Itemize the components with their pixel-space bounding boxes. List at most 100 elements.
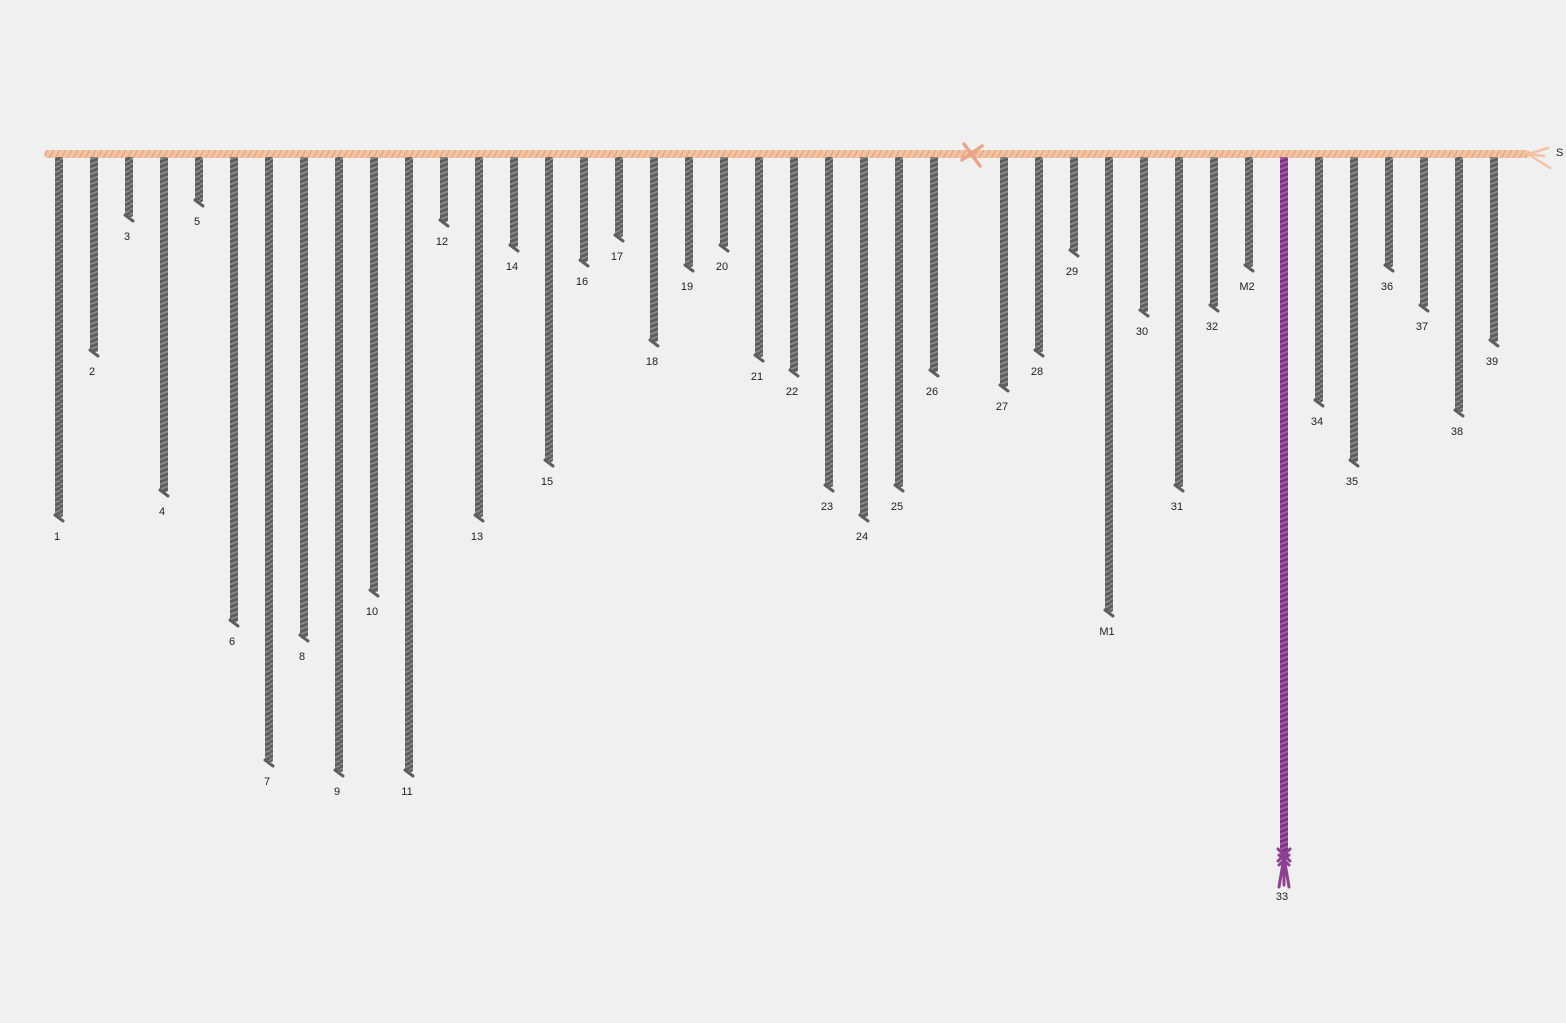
pendant-cord-body (1000, 157, 1008, 387)
pendant-cord-body (1385, 157, 1393, 267)
pendant-cord-24: 24 (856, 157, 870, 543)
pendant-cord-body (895, 157, 903, 487)
pendant-cord-15: 15 (541, 157, 555, 488)
primary-cord: S (44, 142, 1563, 170)
pendant-label: 19 (681, 281, 693, 293)
pendant-cord-5: 5 (193, 157, 205, 228)
cord-end-icon (578, 258, 590, 268)
pendant-cord-body (1140, 157, 1148, 312)
pendant-label: 30 (1136, 326, 1148, 338)
pendant-cord-38: 38 (1451, 157, 1465, 438)
pendant-cord-27: 27 (996, 157, 1010, 413)
pendant-cord-body (1420, 157, 1428, 307)
pendant-cord-body (510, 157, 518, 247)
pendant-label: 8 (299, 651, 305, 663)
cord-end-icon (193, 198, 205, 208)
cord-end-icon (648, 338, 660, 348)
pendant-cord-body (650, 157, 658, 342)
pendant-label: 20 (716, 261, 728, 273)
cord-end-icon (508, 243, 520, 253)
pendant-label: 39 (1486, 356, 1498, 368)
pendant-cord-body (335, 157, 343, 772)
pendant-label: 1 (54, 531, 60, 543)
pendant-label: 15 (541, 476, 553, 488)
pendant-cord-13: 13 (471, 157, 485, 543)
pendant-cord-9: 9 (333, 157, 345, 798)
pendant-cord-body (580, 157, 588, 262)
pendant-cord-body (370, 157, 378, 592)
pendant-cord-body (1315, 157, 1323, 402)
pendant-label: 16 (576, 276, 588, 288)
pendant-label: 12 (436, 236, 448, 248)
pendant-cord-body (930, 157, 938, 372)
knot-cluster-icon (1276, 847, 1292, 889)
pendant-cord-1: 1 (53, 157, 65, 543)
cord-end-icon (88, 348, 100, 358)
pendant-label: 33 (1276, 891, 1288, 903)
pendant-label: 26 (926, 386, 938, 398)
pendant-cord-body (1245, 157, 1253, 267)
pendant-label: 36 (1381, 281, 1393, 293)
pendant-cord-28: 28 (1031, 157, 1045, 378)
cord-end-icon (263, 758, 275, 768)
pendant-label: 14 (506, 261, 518, 273)
pendant-cord-body (1175, 157, 1183, 487)
cord-end-icon (788, 368, 800, 378)
cord-end-icon (893, 483, 905, 493)
pendant-cord-6: 6 (228, 157, 240, 648)
cord-end-icon (228, 618, 240, 628)
pendant-cord-14: 14 (506, 157, 520, 273)
cord-end-icon (718, 243, 730, 253)
pendant-label: 37 (1416, 321, 1428, 333)
pendant-label: 32 (1206, 321, 1218, 333)
pendant-cord-23: 23 (821, 157, 835, 513)
pendant-label: 35 (1346, 476, 1358, 488)
cord-end-icon (1103, 608, 1115, 618)
pendant-cord-18: 18 (646, 157, 660, 368)
frayed-end-icon (1526, 146, 1552, 170)
pendant-cord-31: 31 (1171, 157, 1185, 513)
cord-end-icon (1453, 408, 1465, 418)
pendant-cord-body (1490, 157, 1498, 342)
pendant-cord-4: 4 (158, 157, 170, 518)
pendant-cord-body (55, 157, 63, 517)
cross-knot-icon (960, 142, 984, 168)
cord-end-icon (1173, 483, 1185, 493)
pendant-cord-body (755, 157, 763, 357)
pendant-cord-body (1280, 157, 1288, 857)
cord-end-icon (543, 458, 555, 468)
cord-end-icon (298, 633, 310, 643)
pendant-cord-m1: M1 (1099, 157, 1115, 638)
pendant-label: 5 (194, 216, 200, 228)
pendant-cord-37: 37 (1416, 157, 1430, 333)
pendant-cord-10: 10 (366, 157, 380, 618)
pendant-label: M1 (1099, 626, 1114, 638)
pendant-cord-body (790, 157, 798, 372)
pendant-label: 34 (1311, 416, 1323, 428)
cord-end-icon (438, 218, 450, 228)
cord-end-icon (1383, 263, 1395, 273)
pendant-cord-34: 34 (1311, 157, 1325, 428)
pendant-cord-12: 12 (436, 157, 450, 248)
pendant-label: 11 (401, 786, 412, 798)
pendant-cords: 1234567891011121314151617181920212223242… (53, 157, 1500, 903)
cord-end-icon (53, 513, 65, 523)
pendant-cord-body (1070, 157, 1078, 252)
cord-end-icon (1418, 303, 1430, 313)
cord-end-icon (158, 488, 170, 498)
primary-cord-body (44, 150, 1530, 158)
pendant-cord-body (685, 157, 693, 267)
cord-end-icon (683, 263, 695, 273)
pendant-cord-29: 29 (1066, 157, 1080, 278)
cord-end-icon (403, 768, 415, 778)
cord-end-icon (1138, 308, 1150, 318)
pendant-cord-11: 11 (401, 157, 415, 798)
pendant-cord-39: 39 (1486, 157, 1500, 368)
pendant-cord-body (230, 157, 238, 622)
pendant-cord-22: 22 (786, 157, 800, 398)
pendant-cord-35: 35 (1346, 157, 1360, 488)
pendant-cord-body (1210, 157, 1218, 307)
pendant-cord-body (265, 157, 273, 762)
pendant-cord-body (1350, 157, 1358, 462)
